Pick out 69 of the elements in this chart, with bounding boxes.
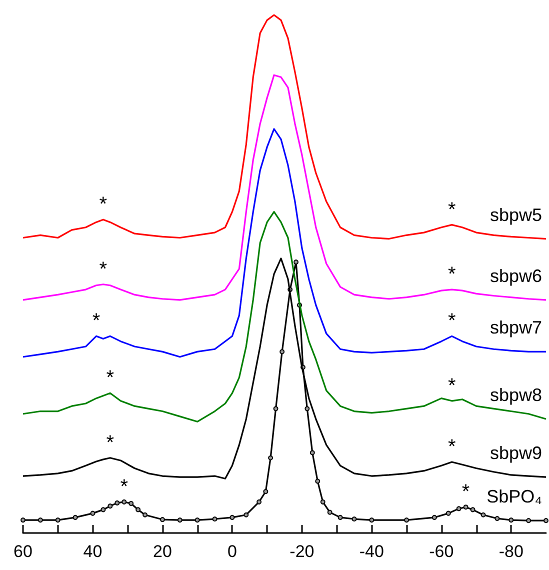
point: [268, 455, 274, 460]
point: [432, 514, 437, 520]
point: [273, 406, 278, 412]
point: [480, 512, 486, 518]
point: [55, 518, 60, 523]
x-tick-label: 60: [14, 542, 32, 561]
point: [494, 516, 500, 521]
series-label: SbPO₄: [486, 486, 542, 507]
x-tick-label: 0: [227, 542, 237, 561]
point: [90, 510, 96, 516]
x-tick-label: 40: [83, 542, 102, 561]
point: [244, 512, 249, 518]
point: [212, 516, 218, 522]
point: [160, 517, 165, 522]
point: [338, 514, 343, 520]
point: [280, 349, 285, 354]
point: [263, 489, 268, 494]
point: [463, 504, 468, 510]
annotation: *: [99, 194, 108, 216]
annotation: *: [99, 258, 108, 280]
point: [446, 510, 451, 516]
point: [544, 518, 548, 524]
point: [136, 507, 141, 512]
point: [310, 450, 315, 456]
x-tick-label: -40: [359, 542, 384, 561]
point: [470, 507, 476, 512]
point: [122, 499, 127, 504]
x-tick-label: -60: [429, 542, 454, 561]
point: [230, 514, 235, 520]
point: [327, 510, 332, 515]
annotation: *: [106, 432, 114, 454]
point: [108, 504, 113, 509]
series-label: sbpw5: [490, 204, 542, 225]
series-label: sbpw7: [490, 318, 542, 338]
point: [256, 499, 262, 504]
point: [508, 518, 514, 523]
point: [320, 499, 326, 504]
point: [100, 507, 106, 512]
point: [142, 512, 148, 518]
point: [72, 514, 78, 520]
annotation: *: [120, 476, 128, 498]
point: [526, 518, 532, 524]
x-tick-label: -80: [498, 542, 524, 561]
point: [20, 518, 26, 523]
annotation: *: [106, 367, 114, 390]
annotation: *: [448, 374, 456, 397]
annotation: *: [448, 436, 456, 458]
series-label: sbpw9: [490, 443, 542, 464]
point: [369, 518, 374, 523]
point: [294, 260, 299, 265]
x-tick-label: -20: [290, 542, 314, 561]
annotation: *: [448, 198, 456, 221]
series-label: sbpw8: [490, 385, 542, 406]
point: [177, 518, 182, 523]
x-tick-label: 20: [153, 542, 172, 561]
annotation: *: [92, 310, 100, 332]
point: [194, 518, 200, 523]
annotation: *: [462, 481, 470, 504]
point: [404, 518, 410, 523]
point: [114, 500, 120, 506]
point: [352, 516, 357, 522]
point: [304, 406, 310, 412]
point: [38, 518, 43, 523]
point: [128, 500, 134, 506]
annotation: *: [448, 264, 456, 286]
annotation: *: [448, 310, 456, 332]
point: [456, 506, 462, 512]
point: [315, 478, 320, 484]
series-label: sbpw6: [490, 266, 542, 286]
